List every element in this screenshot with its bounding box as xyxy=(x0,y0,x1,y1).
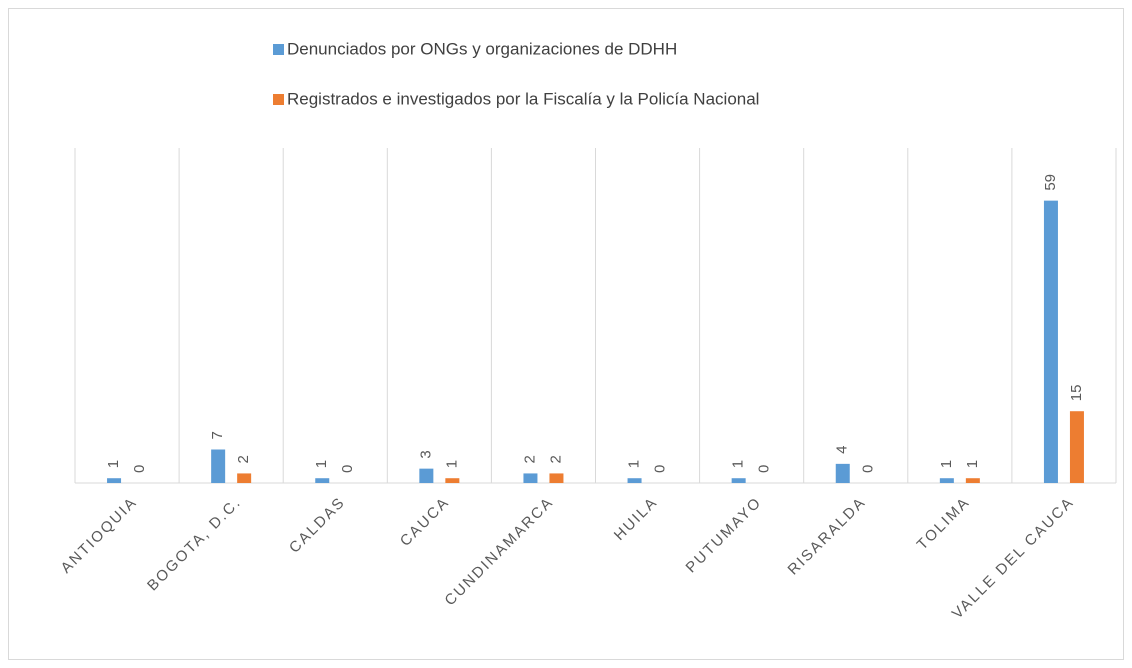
data-label: 1 xyxy=(964,460,981,468)
data-label: 1 xyxy=(105,460,122,468)
data-label: 2 xyxy=(521,455,538,463)
bar xyxy=(211,449,226,483)
data-label: 2 xyxy=(547,455,564,463)
data-label: 0 xyxy=(131,465,148,473)
data-label: 0 xyxy=(756,465,773,473)
legend-label: Registrados e investigados por la Fiscal… xyxy=(287,89,759,108)
bar xyxy=(1069,411,1084,483)
data-label: 59 xyxy=(1042,174,1059,191)
bar xyxy=(965,478,980,483)
bar xyxy=(237,473,252,483)
data-label: 2 xyxy=(235,455,252,463)
data-label: 1 xyxy=(313,460,330,468)
data-label: 15 xyxy=(1068,385,1085,402)
bar xyxy=(939,478,954,483)
data-label: 4 xyxy=(834,446,851,454)
legend-label: Denunciados por ONGs y organizaciones de… xyxy=(287,39,677,58)
bar xyxy=(107,478,122,483)
data-label: 7 xyxy=(209,431,226,439)
data-label: 1 xyxy=(626,460,643,468)
data-label: 3 xyxy=(417,450,434,458)
data-label: 0 xyxy=(339,465,356,473)
bar xyxy=(315,478,330,483)
bar xyxy=(1043,200,1058,483)
data-label: 1 xyxy=(938,460,955,468)
data-label: 1 xyxy=(730,460,747,468)
bar xyxy=(523,473,538,483)
legend-swatch xyxy=(273,94,284,105)
bar xyxy=(731,478,746,483)
bar xyxy=(419,468,434,483)
data-label: 1 xyxy=(443,460,460,468)
legend-swatch xyxy=(273,44,284,55)
bar xyxy=(627,478,642,483)
data-label: 0 xyxy=(860,465,877,473)
bar xyxy=(835,463,850,483)
bar xyxy=(445,478,460,483)
data-label: 0 xyxy=(652,465,669,473)
bar xyxy=(549,473,564,483)
chart-border xyxy=(8,8,1124,660)
